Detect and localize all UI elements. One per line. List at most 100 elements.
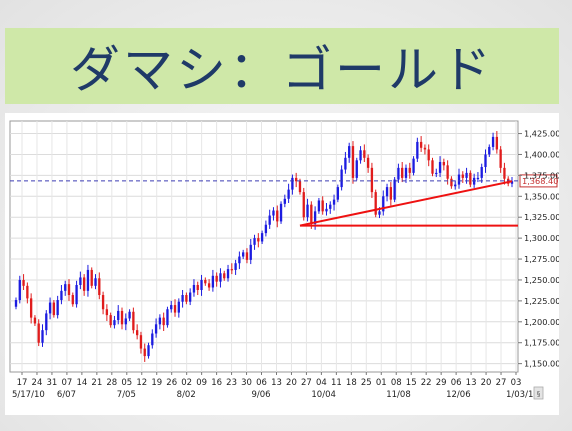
candle-body [272,210,275,216]
candle-body [226,269,230,279]
candle-body [94,278,97,286]
candle-body [64,284,67,291]
candle-body [211,275,215,288]
candle-body [29,298,33,318]
candle-body [147,345,150,357]
candle-body [321,200,324,212]
candle-body [397,167,400,180]
candle-body [166,309,169,326]
candle-body [124,318,127,325]
candle-body [374,192,377,215]
x-tick-label: 01 [376,378,387,388]
candle-body [306,204,309,218]
candle-body [215,275,218,282]
candle-body [249,244,252,260]
x-tick-label: 09 [196,378,207,388]
x-tick-label: 20 [286,378,297,388]
candle-body [344,157,347,170]
candle-body [446,165,449,179]
candle-body [151,333,154,346]
x-month-label: 5/17/10 [12,390,45,400]
candle-body [117,310,120,321]
candle-body [154,324,158,334]
candle-body [101,295,105,310]
candle-body [22,279,25,286]
candle-body [143,348,146,357]
y-tick-label: 1,150.000 [524,359,559,369]
candle-body [283,198,286,204]
candle-body [423,147,427,150]
slide-title: ダマシ：ゴールド [70,41,494,99]
x-tick-label: 22 [421,378,432,388]
title-band: ダマシ：ゴールド [5,28,559,104]
candle-body [317,200,321,212]
candle-body [287,189,290,199]
x-tick-label: 27 [496,378,507,388]
candle-body [393,179,396,200]
candle-body [378,211,381,215]
candles [14,131,514,362]
candle-body [173,305,177,313]
x-tick-label: 04 [316,378,327,388]
candle-body [230,269,233,271]
candle-body [469,172,472,185]
candle-body [499,149,502,168]
candle-body [120,310,124,325]
candle-body [385,187,389,197]
candle-body [465,172,468,178]
candle-body [56,300,59,316]
candle-body [355,160,358,178]
candle-body [18,279,21,301]
rising-trendline [299,180,513,227]
candle-body [162,317,165,326]
candle-body [268,215,271,225]
candle-body [242,252,245,257]
x-tick-label: 28 [106,378,117,388]
candle-body [370,167,374,193]
y-tick-label: 1,400.000 [524,149,559,159]
x-tick-label: 11 [331,378,342,388]
candle-body [132,311,135,331]
current-price-label: 1,368.400 [522,176,559,186]
x-tick-label: 15 [406,378,417,388]
candle-body [238,256,241,264]
candle-body [204,279,207,284]
candle-body [189,292,192,302]
candle-body [310,204,313,224]
x-tick-label: 02 [181,378,192,388]
candle-body [442,161,446,166]
candle-body [412,158,415,173]
candle-body [401,167,404,178]
y-tick-label: 1,375.000 [524,170,559,180]
candle-body [223,273,226,279]
candle-body [435,172,438,175]
candle-body [480,167,483,178]
candle-body [382,196,385,212]
x-axis: 17 24 31 07 14 21 28 05 12 19 26 02 09 16 23 30 06 13 20 27… [12,372,544,400]
candle-body [33,317,37,324]
candle-body [75,284,78,305]
candle-body [295,177,298,182]
candle-body [336,187,339,200]
x-tick-label: 19 [151,378,162,388]
x-tick-label: 23 [226,378,237,388]
x-tick-label: 06 [451,378,462,388]
candle-body [340,169,343,188]
candle-body [79,277,82,285]
y-tick-label: 1,250.000 [524,275,559,285]
x-tick-label: 21 [91,378,102,388]
x-tick-label: 30 [241,378,252,388]
y-tick-label: 1,225.000 [524,296,559,306]
candle-body [416,141,419,159]
y-tick-label: 1,425.000 [524,129,559,139]
candle-body [450,178,453,187]
x-month-label: 10/04 [311,390,336,400]
candle-body [419,141,423,148]
candle-body [438,161,442,173]
x-month-label: 12/06 [446,390,471,400]
candle-body [404,167,408,178]
x-month-label: 8/02 [177,390,196,400]
candle-body [264,224,268,234]
candle-body [234,263,237,270]
candle-body [98,278,101,296]
